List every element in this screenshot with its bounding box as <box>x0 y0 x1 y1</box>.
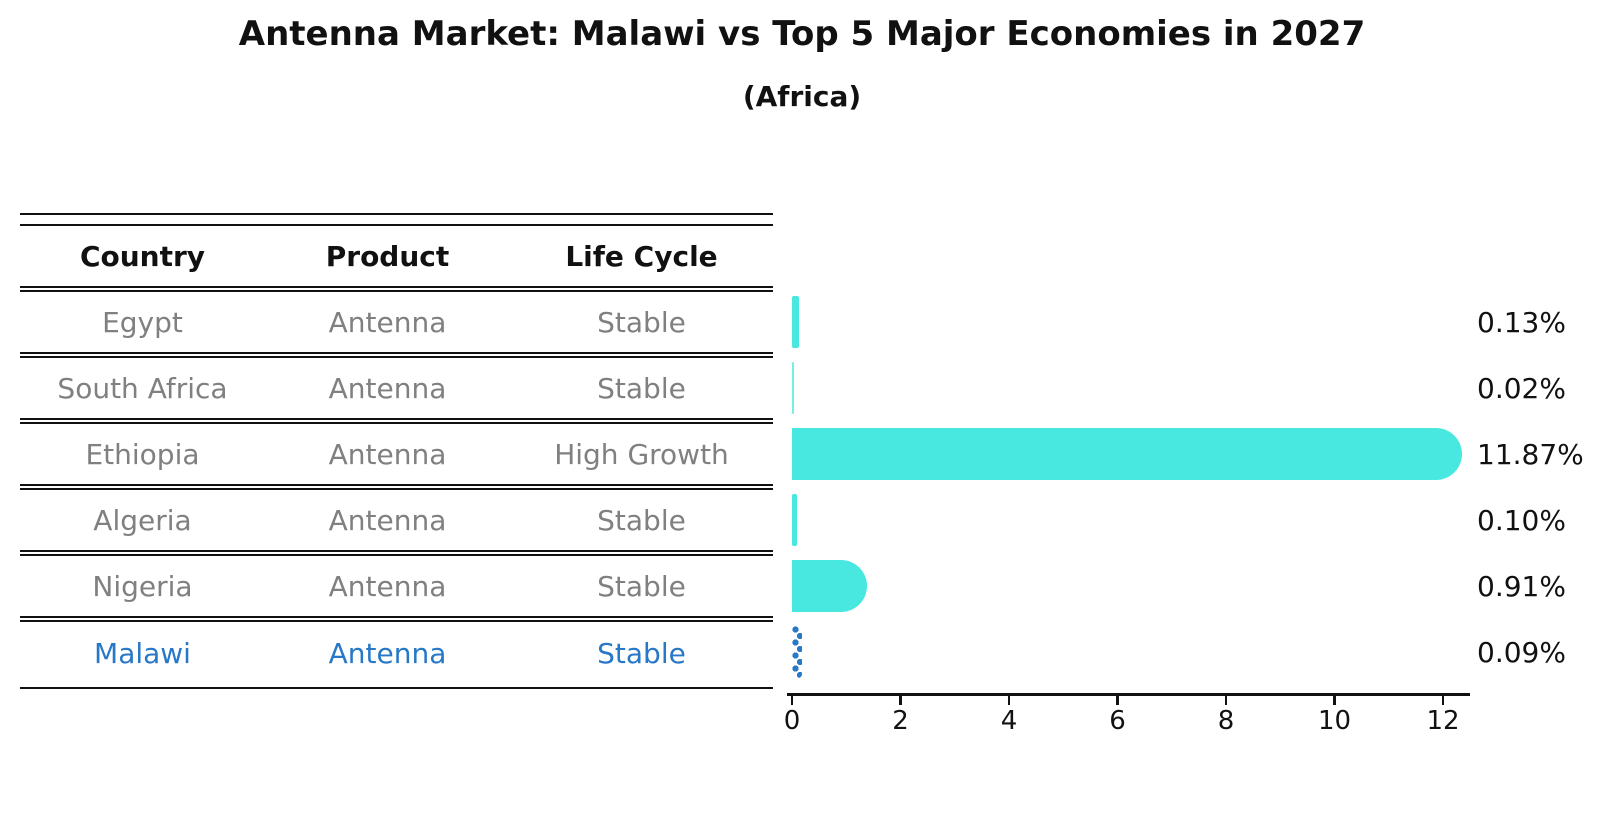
x-tick-mark <box>1116 695 1119 705</box>
cell-country: Nigeria <box>92 569 193 603</box>
cell-life-cycle: Stable <box>597 569 686 603</box>
cell-product: Antenna <box>328 437 447 471</box>
cell-life-cycle: Stable <box>597 305 686 339</box>
cell-product: Antenna <box>328 503 447 537</box>
chart-title: Antenna Market: Malawi vs Top 5 Major Ec… <box>238 14 1366 54</box>
x-tick-label: 4 <box>1000 706 1018 736</box>
bar-highlight-malawi <box>792 626 802 678</box>
table-row: Ethiopia Antenna High Growth <box>20 422 773 486</box>
x-tick-label: 12 <box>1426 706 1460 736</box>
cell-life-cycle: Stable <box>597 636 686 670</box>
cell-product: Antenna <box>328 569 447 603</box>
column-header-life-cycle: Life Cycle <box>565 239 718 273</box>
column-header-product: Product <box>325 239 450 273</box>
x-tick-mark <box>1007 695 1011 705</box>
cell-country: Algeria <box>93 503 192 537</box>
cell-country: Egypt <box>102 305 183 339</box>
x-tick-mark <box>1224 695 1228 705</box>
cell-life-cycle: Stable <box>597 371 686 405</box>
x-tick-label: 2 <box>892 706 909 736</box>
x-tick-label: 0 <box>783 706 801 736</box>
table-row: South Africa Antenna Stable <box>20 356 773 420</box>
chart-subtitle: (Africa) <box>742 80 862 113</box>
x-tick-label: 6 <box>1109 706 1126 736</box>
x-axis-line <box>787 693 1470 696</box>
bar-egypt <box>792 296 800 348</box>
cell-product: Antenna <box>328 636 447 670</box>
x-tick-mark <box>1441 695 1445 705</box>
cell-country: Malawi <box>94 636 191 670</box>
bar-value-label: 11.87% <box>1477 437 1584 471</box>
cell-country: South Africa <box>57 371 228 405</box>
bar-ethiopia <box>792 428 1462 480</box>
x-tick-mark <box>790 695 794 705</box>
cell-product: Antenna <box>328 371 447 405</box>
x-tick-mark <box>1333 695 1336 705</box>
table-row: Egypt Antenna Stable <box>20 290 773 354</box>
table-header-row: Country Product Life Cycle <box>20 224 773 288</box>
cell-product: Antenna <box>328 305 447 339</box>
table-top-rule <box>20 213 773 215</box>
cell-country: Ethiopia <box>85 437 200 471</box>
bar-value-label: 0.10% <box>1477 503 1566 537</box>
table-row: Nigeria Antenna Stable <box>20 554 773 618</box>
column-header-country: Country <box>79 239 206 273</box>
table-row: Algeria Antenna Stable <box>20 488 773 552</box>
x-tick-label: 10 <box>1317 706 1352 736</box>
x-tick-label: 8 <box>1217 706 1235 736</box>
bar-algeria <box>792 494 798 546</box>
bar-south-africa <box>792 362 794 414</box>
bar-value-label: 0.09% <box>1477 635 1566 669</box>
x-tick-mark <box>899 695 902 705</box>
bar-nigeria <box>792 560 868 612</box>
bar-value-label: 0.02% <box>1477 371 1566 405</box>
cell-life-cycle: High Growth <box>554 437 729 471</box>
bar-value-label: 0.13% <box>1477 305 1566 339</box>
bar-value-label: 0.91% <box>1477 569 1566 603</box>
table-row: Malawi Antenna Stable <box>20 620 773 684</box>
cell-life-cycle: Stable <box>597 503 686 537</box>
table-bottom-rule <box>20 687 773 689</box>
